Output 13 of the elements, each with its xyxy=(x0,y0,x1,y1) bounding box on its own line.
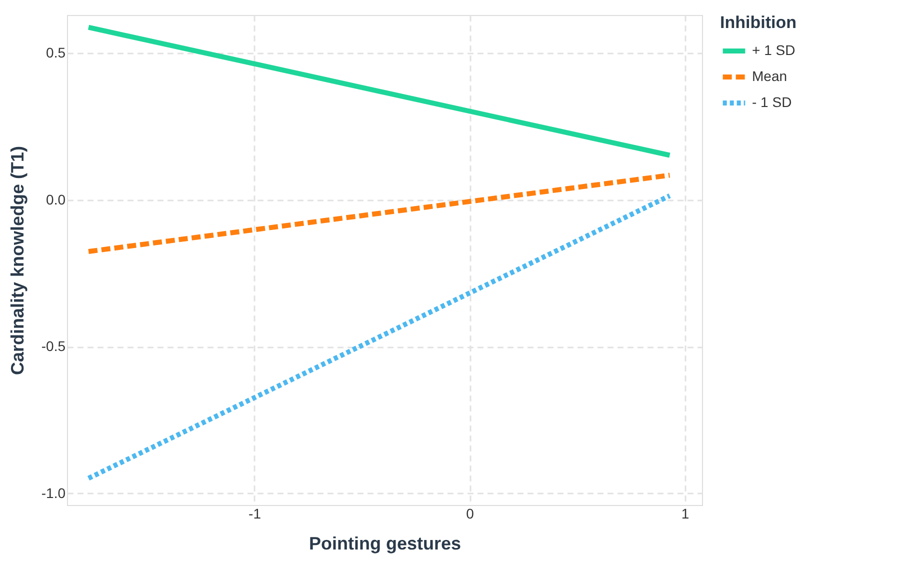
legend-title: Inhibition xyxy=(720,13,796,32)
x-axis-title: Pointing gestures xyxy=(308,534,462,554)
y-tick-label: -1.0 xyxy=(41,484,66,501)
y-tick-label: 0.0 xyxy=(46,191,66,208)
x-tick-label: 0 xyxy=(466,506,474,522)
legend-label: Mean xyxy=(752,68,788,84)
x-tick-label: -1 xyxy=(248,506,262,522)
y-tick-label: -0.5 xyxy=(41,338,66,354)
legend-label: - 1 SD xyxy=(752,94,792,110)
y-tick-label: 0.5 xyxy=(46,44,66,61)
y-axis-title: Cardinality knowledge (T1) xyxy=(7,146,28,376)
x-tick-label: 1 xyxy=(681,506,690,522)
legend-label: + 1 SD xyxy=(752,42,796,58)
